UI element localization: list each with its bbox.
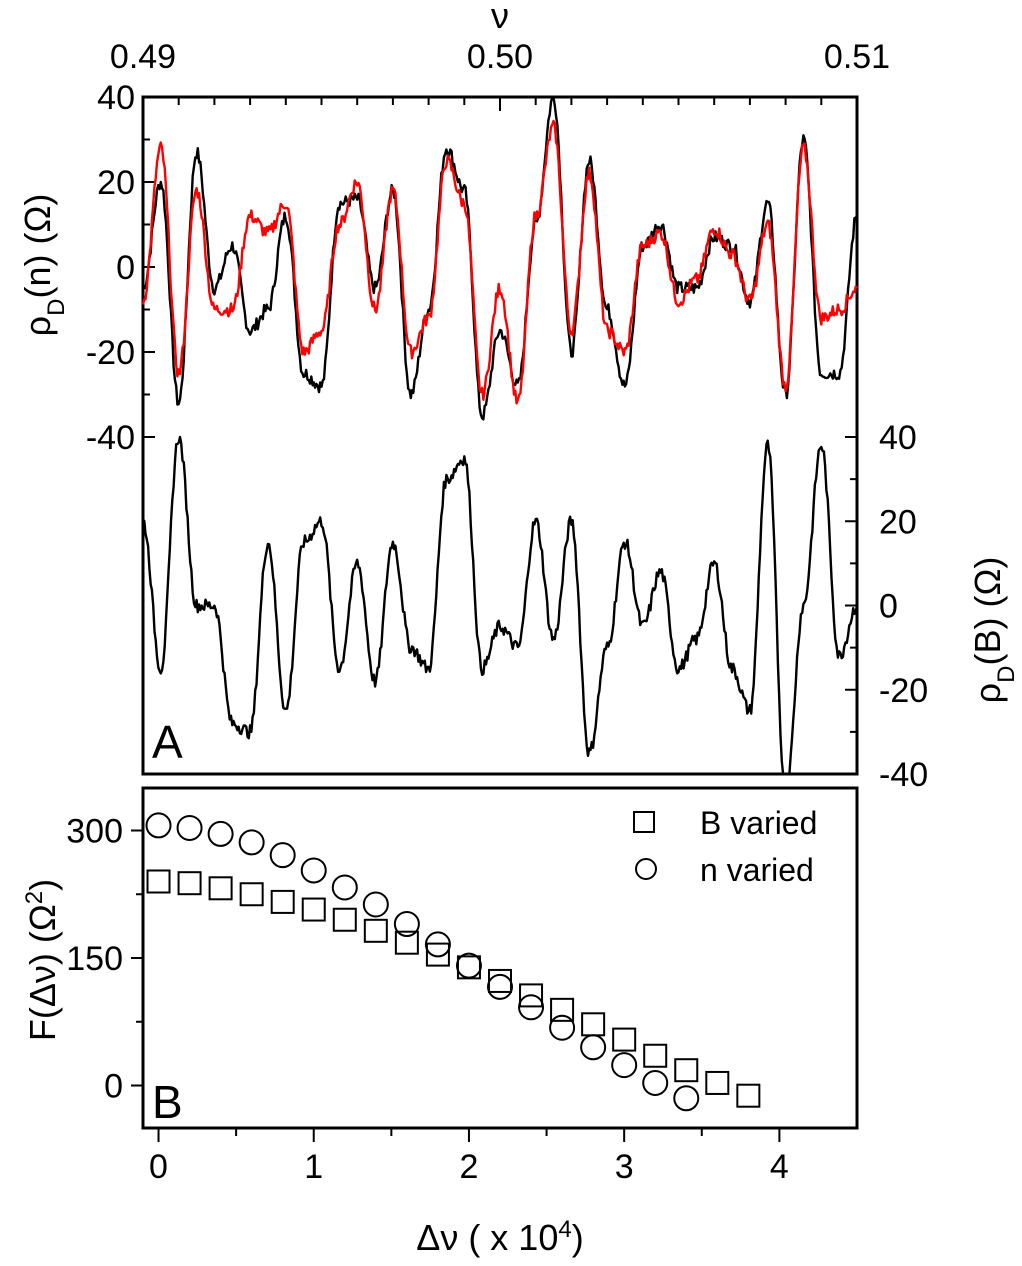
data-point-b-varied	[581, 1012, 606, 1037]
top-axis-tick-label: 0.50	[467, 38, 533, 76]
data-point-b-varied	[488, 968, 512, 993]
upper-y-tick-label: 0	[116, 249, 135, 287]
legend-label-n-varied: n varied	[700, 852, 814, 888]
b-y-tick-label: 150	[66, 940, 123, 978]
lower-y-tick-label: -40	[879, 756, 928, 794]
data-point-n-varied	[424, 931, 451, 958]
upper-series-line	[141, 95, 858, 421]
lower-y-tick-label: 40	[879, 419, 917, 457]
upper-y-tick-label: -20	[86, 334, 135, 372]
data-point-n-varied	[642, 1069, 669, 1096]
data-point-n-varied	[518, 994, 545, 1021]
data-point-n-varied	[455, 952, 482, 979]
panel-a-upper-y-label: ρD(n) (Ω)	[17, 194, 70, 337]
data-point-b-varied	[177, 871, 202, 896]
data-point-n-varied	[207, 820, 234, 847]
data-point-b-varied	[705, 1070, 730, 1095]
data-point-b-varied	[643, 1043, 668, 1068]
data-point-n-varied	[362, 891, 389, 918]
data-point-b-varied	[301, 897, 326, 922]
data-point-n-varied	[300, 857, 327, 884]
panel-a-lower-y-axis: 40 20 0 -20 -40	[845, 419, 928, 794]
panel-b-x-label: Δν ( x 104)	[416, 1216, 583, 1259]
data-point-b-varied	[146, 869, 171, 894]
data-point-b-varied	[550, 997, 575, 1022]
data-point-n-varied	[673, 1085, 700, 1112]
b-y-tick-label: 0	[104, 1068, 123, 1106]
data-point-n-varied	[611, 1052, 638, 1079]
lower-series-line	[142, 435, 859, 776]
data-point-b-varied	[208, 876, 233, 901]
legend-label-b-varied: B varied	[700, 805, 817, 841]
legend: B varied n varied	[633, 805, 817, 888]
lower-y-tick-label: 20	[879, 503, 917, 541]
data-point-n-varied	[145, 812, 172, 839]
data-point-n-varied	[176, 814, 203, 841]
upper-y-tick-label: 40	[97, 79, 135, 117]
panel-a-upper-y-axis: 40 20 0 -20 -40	[86, 79, 155, 457]
panel-a-series	[141, 95, 859, 776]
upper-y-tick-label: 20	[97, 164, 135, 202]
data-point-b-varied	[519, 983, 544, 1008]
data-point-b-varied	[363, 918, 388, 943]
data-point-n-varied	[238, 829, 265, 856]
b-x-tick-label: 2	[459, 1148, 478, 1186]
b-y-tick-label: 300	[66, 813, 123, 851]
data-point-n-varied	[269, 842, 296, 869]
b-x-tick-label: 1	[304, 1148, 323, 1186]
panel-b-y-label: F(Δν) (Ω2)	[21, 879, 64, 1041]
data-point-b-varied	[425, 942, 450, 967]
b-x-tick-label: 0	[149, 1148, 168, 1186]
data-point-b-varied	[270, 889, 295, 914]
data-point-n-varied	[549, 1014, 576, 1041]
top-axis-tick-label: 0.49	[110, 38, 176, 76]
data-point-n-varied	[331, 874, 358, 901]
data-point-b-varied	[332, 907, 357, 932]
panel-b-label: B	[152, 1076, 183, 1128]
data-point-n-varied	[580, 1034, 607, 1061]
panel-a-frame	[141, 95, 859, 776]
panel-a-top-axis: 0.49 0.50 0.51	[110, 38, 890, 111]
data-point-b-varied	[239, 882, 264, 907]
data-point-b-varied	[394, 930, 419, 955]
panel-b-points	[145, 812, 761, 1112]
lower-y-tick-label: 0	[879, 588, 898, 626]
panel-a-label: A	[152, 716, 183, 768]
panel-b-axes: 0 1 2 3 4 300 150 0	[66, 813, 789, 1187]
upper-series-line	[141, 119, 858, 405]
legend-square-marker	[633, 811, 655, 833]
panel-a-top-axis-label: ν	[491, 0, 509, 36]
panel-a-lower-y-label: ρD(B) (Ω)	[967, 557, 1020, 704]
top-axis-tick-label: 0.51	[824, 38, 890, 76]
data-point-b-varied	[736, 1083, 761, 1108]
upper-y-tick-label: -40	[86, 419, 135, 457]
lower-y-tick-label: -20	[879, 672, 928, 710]
data-point-n-varied	[393, 911, 420, 937]
legend-circle-marker	[635, 858, 657, 880]
data-point-n-varied	[487, 973, 513, 1000]
data-point-b-varied	[612, 1027, 637, 1052]
b-x-tick-label: 3	[615, 1148, 634, 1186]
b-x-tick-label: 4	[770, 1148, 789, 1186]
data-point-b-varied	[674, 1058, 699, 1083]
